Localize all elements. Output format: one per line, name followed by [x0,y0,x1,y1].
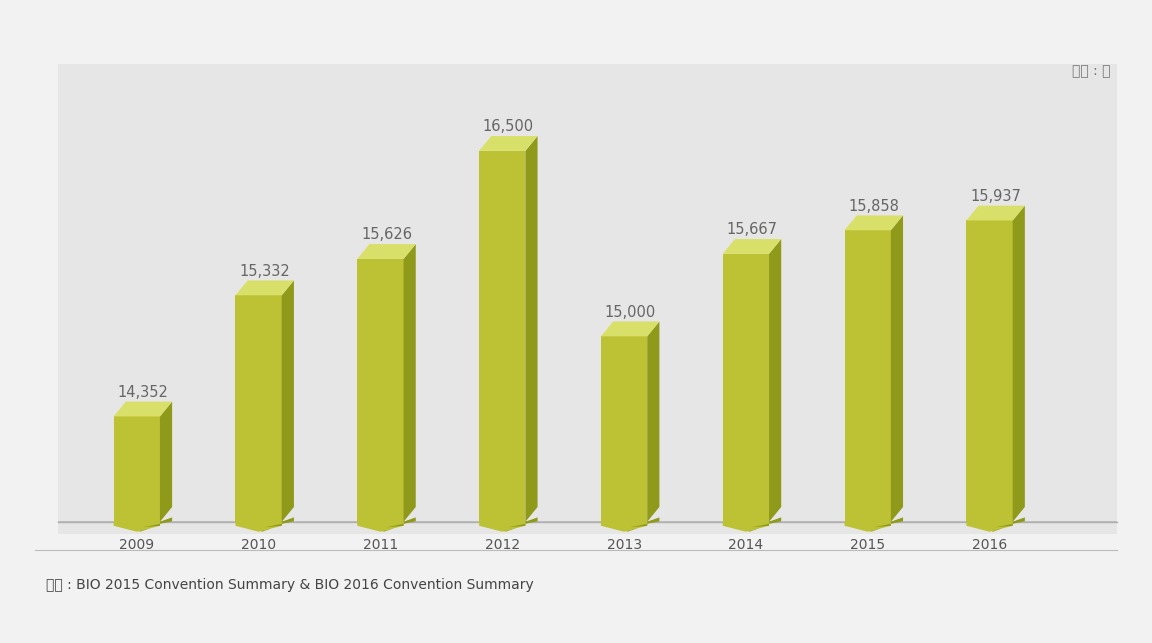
Polygon shape [114,402,172,417]
Polygon shape [722,239,781,254]
Polygon shape [143,518,172,527]
Polygon shape [141,518,172,532]
Text: 단위 : 명: 단위 : 명 [1073,64,1111,78]
Text: 15,000: 15,000 [605,305,655,320]
Polygon shape [844,215,903,230]
Polygon shape [601,522,647,532]
Polygon shape [750,518,781,532]
Polygon shape [384,518,416,532]
Polygon shape [752,518,781,527]
Polygon shape [967,522,1013,532]
Polygon shape [235,522,282,532]
Bar [479,151,525,522]
Polygon shape [628,518,659,532]
Text: 15,332: 15,332 [240,264,290,278]
Polygon shape [479,522,525,532]
Polygon shape [525,136,538,522]
Bar [235,295,282,522]
Polygon shape [282,280,294,522]
Bar [844,230,890,522]
Bar [114,417,160,522]
Polygon shape [630,518,659,527]
Polygon shape [357,522,403,532]
Polygon shape [1013,206,1025,522]
Polygon shape [967,522,1013,532]
Polygon shape [967,206,1025,221]
Bar [601,336,647,522]
Polygon shape [993,518,1025,532]
Text: 14,352: 14,352 [118,385,168,400]
Polygon shape [114,522,160,532]
Polygon shape [263,518,294,532]
Polygon shape [479,136,538,151]
Polygon shape [357,522,403,532]
Polygon shape [508,518,538,527]
Text: 15,858: 15,858 [848,199,900,213]
Bar [357,259,403,522]
Polygon shape [601,322,659,336]
Polygon shape [995,518,1025,527]
Polygon shape [871,518,903,532]
Polygon shape [844,522,890,532]
Bar [967,221,1013,522]
Bar [722,254,770,522]
Polygon shape [479,522,525,532]
Polygon shape [890,215,903,522]
Polygon shape [722,522,770,532]
Polygon shape [601,522,647,532]
Polygon shape [647,322,659,522]
Polygon shape [874,518,903,527]
Polygon shape [770,239,781,522]
Polygon shape [357,244,416,259]
Text: 15,937: 15,937 [970,189,1021,204]
Polygon shape [265,518,294,527]
Text: 16,500: 16,500 [483,119,533,134]
Polygon shape [235,280,294,295]
Polygon shape [114,522,160,532]
Polygon shape [403,244,416,522]
Text: 15,667: 15,667 [727,222,778,237]
Polygon shape [722,522,770,532]
Polygon shape [235,522,282,532]
Polygon shape [387,518,416,527]
Polygon shape [844,522,890,532]
Text: 출잘 : BIO 2015 Convention Summary & BIO 2016 Convention Summary: 출잘 : BIO 2015 Convention Summary & BIO 2… [46,577,533,592]
Polygon shape [506,518,538,532]
Polygon shape [160,402,172,522]
Text: 15,626: 15,626 [361,227,412,242]
